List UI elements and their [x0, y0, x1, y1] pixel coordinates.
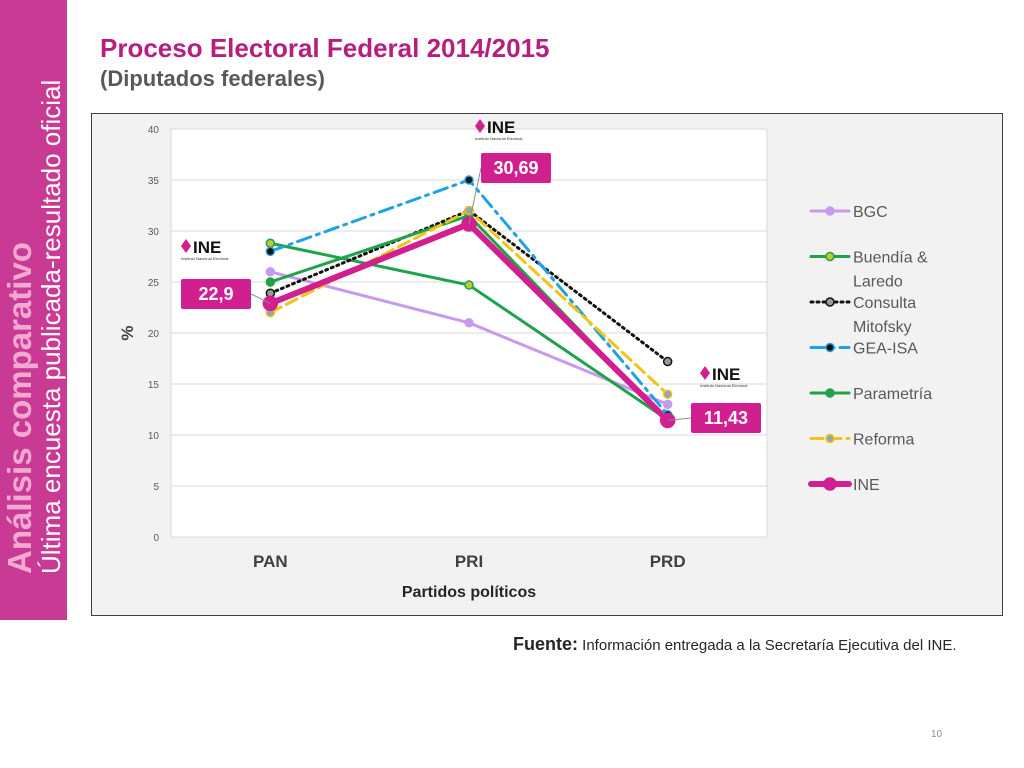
legend-label-reforma: Reforma: [853, 432, 914, 449]
y-tick-label: 15: [148, 380, 160, 391]
page-title: Proceso Electoral Federal 2014/2015: [100, 33, 550, 63]
ine-logo-text: INE: [193, 238, 221, 257]
y-tick-label: 35: [148, 176, 160, 187]
data-point-gea-isa: [265, 246, 276, 257]
legend-marker-bgc: [825, 206, 835, 216]
data-point-bgc: [662, 399, 673, 410]
y-tick-label: 10: [148, 431, 160, 442]
data-point-bgc: [265, 267, 276, 277]
data-point-parametr-a: [265, 277, 276, 287]
annotation-label: 11,43: [704, 408, 748, 428]
page-subtitle: (Diputados federales): [100, 66, 325, 91]
ine-logo-subtext: Instituto Nacional Electoral: [181, 256, 228, 261]
sidebar-band: [0, 0, 67, 620]
data-point-ine: [461, 216, 477, 232]
legend-label-consulta-mitofsky: Consulta: [853, 295, 916, 312]
ine-logo-mark: [475, 119, 485, 133]
source-note: Fuente: Información entregada a la Secre…: [513, 634, 957, 655]
y-tick-label: 30: [148, 227, 160, 238]
legend-marker-consulta-mitofsky: [825, 297, 835, 307]
data-point-buend-a-laredo: [265, 238, 276, 248]
y-tick-label: 20: [148, 329, 160, 340]
sidebar-subtitle: Última encuesta publicada-resultado ofic…: [35, 79, 66, 574]
source-text: Información entregada a la Secretaría Ej…: [582, 637, 957, 654]
data-point-consulta-mitofsky: [662, 356, 673, 367]
legend-label-buend-a-laredo: Buendía &: [853, 250, 928, 267]
x-tick-label: PRI: [455, 552, 483, 571]
legend-marker-buend-a-laredo: [825, 251, 835, 262]
ine-logo-text: INE: [712, 365, 740, 384]
y-tick-label: 0: [153, 533, 159, 544]
legend-label-gea-isa: GEA-ISA: [853, 341, 918, 358]
y-tick-label: 25: [148, 278, 160, 289]
legend-marker-reforma: [825, 433, 835, 444]
legend-label-consulta-mitofsky-line2: Mitofsky: [853, 319, 912, 336]
ine-logo-mark: [700, 366, 710, 380]
line-chart: 0 5 10 15 20 25 30 35 40 PAN PRI PRD Partidos políti…: [118, 118, 932, 601]
annotation-box: [691, 403, 761, 433]
x-axis-label: Partidos políticos: [402, 584, 536, 601]
legend-marker-parametr-a: [825, 388, 835, 398]
x-tick-label: PRD: [650, 552, 686, 571]
annotation-label: 22,9: [198, 284, 233, 304]
annotation-leader: [468, 167, 482, 225]
ine-logo-subtext: Instituto Nacional Electoral: [475, 136, 522, 141]
legend-marker-ine: [823, 477, 837, 491]
legend-label-buend-a-laredo-line2: Laredo: [853, 274, 903, 291]
x-tick-label: PAN: [253, 552, 288, 571]
ine-logo-text: INE: [487, 118, 515, 137]
page-number: 10: [931, 729, 943, 740]
data-point-gea-isa: [464, 175, 474, 185]
y-axis-label: %: [118, 325, 137, 340]
ine-logo-subtext: Instituto Nacional Electoral: [700, 383, 747, 388]
annotation-box: [481, 153, 551, 183]
data-point-reforma: [662, 389, 673, 399]
ine-logo-mark: [181, 239, 191, 253]
annotation-label: 30,69: [493, 158, 538, 178]
annotation-leader: [667, 417, 692, 421]
source-label: Fuente:: [513, 634, 578, 654]
y-tick-label: 5: [153, 482, 159, 493]
legend-label-parametr-a: Parametría: [853, 386, 932, 403]
data-point-buend-a-laredo: [464, 280, 474, 290]
legend-label-bgc: BGC: [853, 204, 888, 221]
legend-marker-gea-isa: [825, 342, 835, 353]
legend-label-ine: INE: [853, 477, 880, 494]
data-point-bgc: [464, 318, 474, 328]
annotation-box: [181, 279, 251, 309]
sidebar-title: Análisis comparativo: [0, 242, 38, 574]
annotation-leader: [250, 293, 271, 304]
y-tick-label: 40: [148, 125, 160, 136]
sidebar-text: Análisis comparativo Última encuesta pub…: [0, 0, 67, 620]
